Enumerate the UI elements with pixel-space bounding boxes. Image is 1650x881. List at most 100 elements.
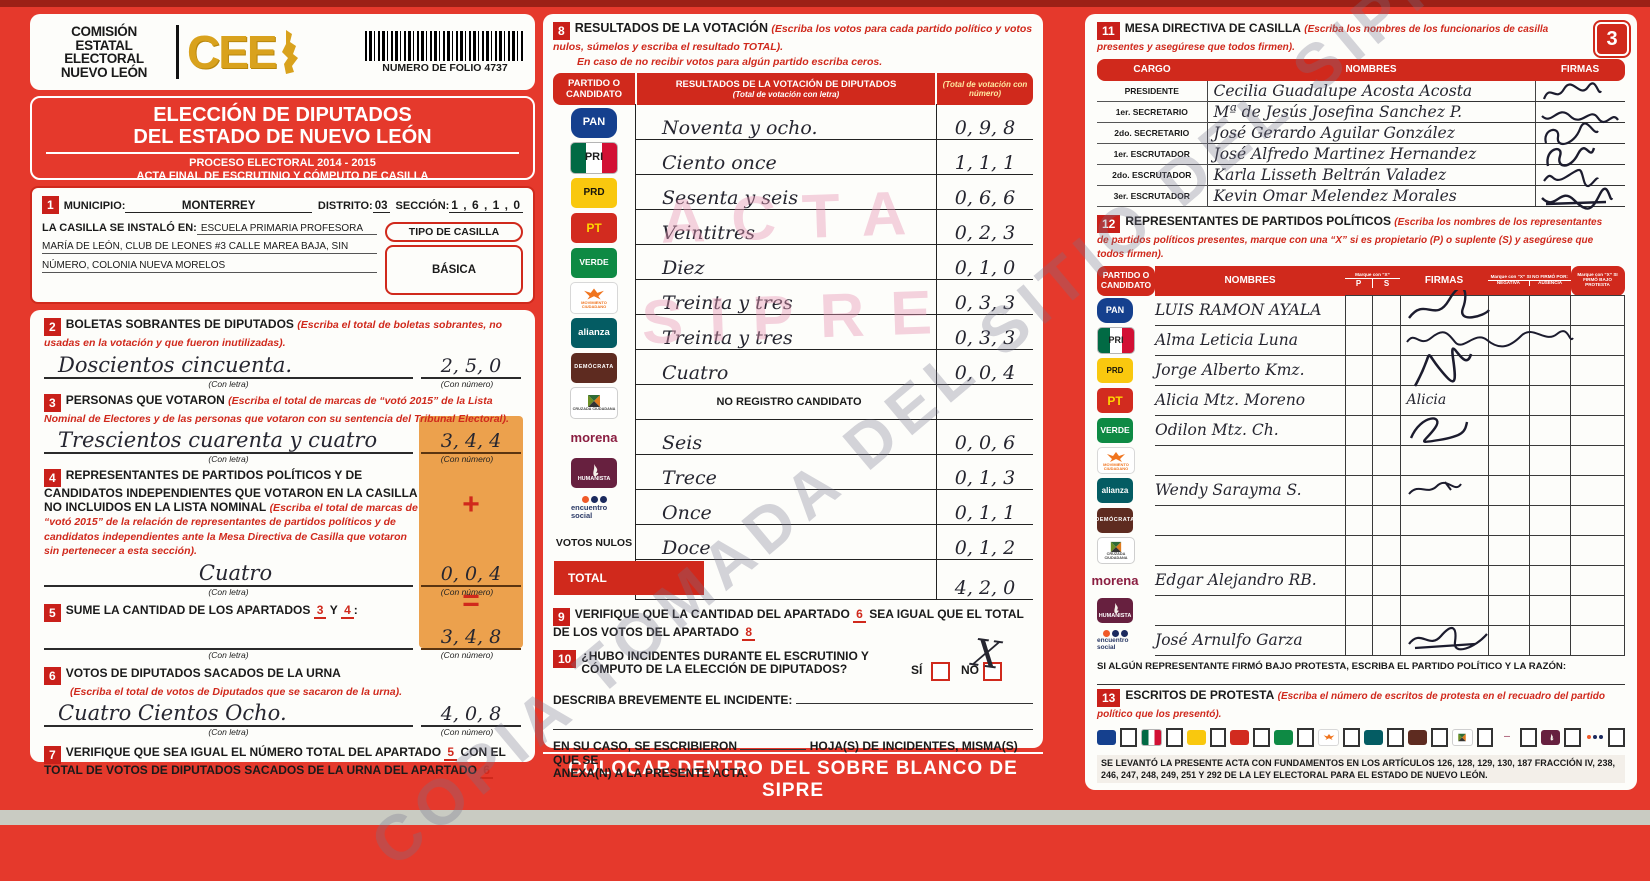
- con-numero-label: (Con número): [440, 378, 494, 389]
- nombre-cell: Edgar Alejandro RB.: [1155, 565, 1345, 596]
- protest-blank-line: [1097, 672, 1625, 685]
- party-cell: DEMÓCRATA: [553, 350, 635, 385]
- vote-letra: Trece: [662, 467, 717, 489]
- party-cell: PAN: [1097, 296, 1155, 326]
- bird-icon: [1550, 733, 1554, 741]
- nombre-cell: [1155, 505, 1345, 536]
- democrata-logo: [1407, 729, 1427, 745]
- section7: 7 VERIFIQUE QUE SEA IGUAL EL NÚMERO TOTAL…: [44, 745, 514, 779]
- section2-entry: Doscientos cincuenta. 2, 5, 0: [44, 351, 521, 379]
- representantes-table: PARTIDO O CANDIDATO NOMBRES Marque con “…: [1092, 265, 1625, 656]
- org-line: ESTATAL: [75, 37, 133, 53]
- verde-protest-box: [1297, 727, 1315, 747]
- p-cell: [1344, 565, 1373, 596]
- section5-letra-line: [44, 620, 413, 650]
- funcionario-nombre: Karla Lisseth Beltrán Valadez: [1213, 165, 1447, 184]
- mesa-row: PRESIDENTE Cecilia Guadalupe Acosta Acos…: [1097, 80, 1625, 102]
- section5: 5 SUME LA CANTIDAD DE LOS APARTADOS 3 Y 4…: [44, 602, 521, 622]
- movimiento-ciudadano-logo: MOVIMIENTO CIUDADANO: [570, 281, 618, 314]
- section5-numero: 3, 4, 8: [440, 625, 502, 648]
- numero-cell: 0, 1, 3: [936, 454, 1033, 490]
- firma-cell: [1399, 505, 1489, 536]
- s-cell: [1372, 295, 1401, 326]
- pt-logo: PT: [571, 212, 617, 243]
- tipo-casilla-value: BÁSICA: [385, 245, 523, 295]
- pri-logo: [1140, 728, 1162, 746]
- firma-cell: [1534, 101, 1625, 123]
- sum-highlight-column: + =: [419, 416, 523, 648]
- section6-labels: (Con letra) (Con número): [44, 727, 521, 738]
- section9-badge: 9: [553, 608, 570, 626]
- alianza-logo: alianza: [1097, 478, 1133, 503]
- no-registro-text: NO REGISTRO CANDIDATO: [716, 395, 862, 408]
- firma-cell: [1399, 325, 1574, 356]
- result-row-democrata: DEMÓCRATA Cuatro 0, 0, 4: [553, 349, 1033, 385]
- rep-row-cruzada: CRUZADA CIUDADANA: [1097, 535, 1625, 566]
- section3-letra-line: Trescientos cuarenta y cuatro: [44, 424, 413, 454]
- section9-ref8: 8: [742, 625, 756, 641]
- mesa-row: 2do. ESCRUTADOR Karla Lisseth Beltrán Va…: [1097, 164, 1625, 187]
- folio-label: NUMERO DE FOLIO 4737: [382, 61, 508, 74]
- eagle-icon: [584, 288, 604, 299]
- section1-body: LA CASILLA SE INSTALÓ EN: ESCUELA PRIMAR…: [42, 222, 523, 295]
- subtitle-line-2: ACTA FINAL DE ESCRUTINIO Y CÓMPUTO DE CA…: [136, 169, 429, 182]
- no-checkbox: [983, 661, 1002, 681]
- election-title: ELECCIÓN DE DIPUTADOS DEL ESTADO DE NUEV…: [32, 104, 533, 148]
- rep-nombre: Jorge Alberto Kmz.: [1155, 361, 1305, 379]
- col-nombres: NOMBRES: [1207, 58, 1535, 81]
- con-numero-label: (Con número): [440, 649, 494, 660]
- prd-logo: [1186, 729, 1206, 745]
- sheets-text3: ANEXA(N) A LA PRESENTE ACTA.: [553, 766, 749, 780]
- ausencia-cell: [1528, 505, 1572, 536]
- morena-logo-text: morena: [570, 430, 618, 445]
- protesta-cell: [1570, 475, 1625, 506]
- letra-cell: Cuatro: [635, 349, 936, 385]
- negativa-cell: [1487, 385, 1530, 416]
- mesa-row: 1er. SECRETARIO Mª de Jesús Josefina San…: [1097, 101, 1625, 123]
- prd-protest-box: [1209, 727, 1227, 747]
- protesta-cell: [1570, 595, 1625, 626]
- party-cell: VERDE: [553, 245, 635, 280]
- s-cell: [1372, 565, 1401, 596]
- casilla-row: LA CASILLA SE INSTALÓ EN: ESCUELA PRIMAR…: [42, 222, 377, 235]
- encuentro-dots-icon: [1586, 734, 1603, 739]
- nombre-cell: José Arnulfo Garza: [1155, 625, 1345, 656]
- signature: [1540, 187, 1613, 210]
- morena-logo: morena: [1092, 568, 1139, 593]
- incident-line-2: [553, 707, 1033, 730]
- col-firmas: FIRMAS: [1400, 265, 1488, 296]
- nombre-cell: Wendy Sarayma S.: [1155, 475, 1345, 506]
- section7-badge: 7: [44, 746, 61, 764]
- vote-numero: 0, 9, 8: [954, 117, 1016, 139]
- pt-logo-text: PT: [1107, 393, 1123, 408]
- pan-logo: PAN: [1097, 298, 1133, 323]
- negativa-cell: [1487, 565, 1530, 596]
- p-cell: [1344, 625, 1373, 656]
- ausencia-cell: [1528, 535, 1572, 566]
- party-cell: encuentro social: [553, 490, 635, 525]
- tipo-casilla-block: TIPO DE CASILLA BÁSICA: [385, 222, 523, 295]
- pinwheel-x-icon: [1458, 733, 1466, 741]
- mesa-row: 2do. SECRETARIO José Gerardo Aguilar Gon…: [1097, 122, 1625, 145]
- s-cell: [1372, 505, 1401, 536]
- right-panel: 3 11 MESA DIRECTIVA DE CASILLA (Escriba l…: [1085, 14, 1637, 790]
- con-letra-label: (Con letra): [208, 727, 249, 737]
- vote-letra: Cuatro: [662, 362, 729, 384]
- describe-label: DESCRIBA BREVEMENTE EL INCIDENTE:: [553, 692, 793, 707]
- party-cell: CRUZADA CIUDADANA: [1097, 536, 1155, 566]
- p-cell: [1344, 595, 1373, 626]
- casilla-line-3: NÚMERO, COLONIA NUEVA MORELOS: [42, 254, 377, 273]
- section1-panel: 1 MUNICIPIO: MONTERREY DISTRITO: 03 SECC…: [30, 186, 535, 304]
- democrata-logo-text: DEMÓCRATA: [1095, 516, 1135, 523]
- incident-line-1: [796, 691, 1033, 704]
- ausencia-cell: [1528, 625, 1572, 656]
- cargo-label: 1er. SECRETARIO: [1097, 101, 1208, 123]
- section2-labels: (Con letra) (Con número): [44, 379, 521, 390]
- section6-letra-line: Cuatro Cientos Ocho.: [44, 697, 413, 727]
- morena-logo-text: morena: [1091, 573, 1139, 588]
- negativa-cell: [1487, 535, 1530, 566]
- rep-row-pan: PAN LUIS RAMON AYALA: [1097, 290, 1625, 326]
- s-cell: [1372, 355, 1401, 386]
- letra-cell: TOTAL: [554, 559, 936, 600]
- incident-sheets-row: EN SU CASO, SE ESCRIBIERON HOJA(S) DE IN…: [553, 739, 1033, 781]
